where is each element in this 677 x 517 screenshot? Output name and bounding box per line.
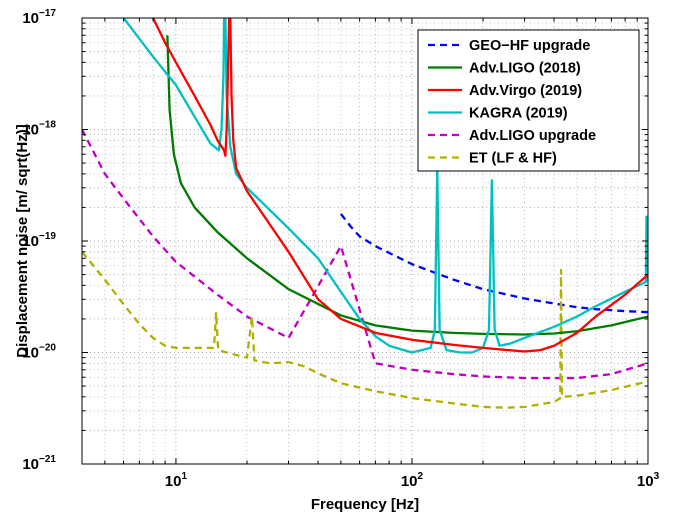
- legend-label-0: GEO−HF upgrade: [469, 38, 590, 54]
- y-tick-label: 10−19: [22, 231, 56, 250]
- x-tick-label: 103: [637, 471, 660, 490]
- legend-label-3: KAGRA (2019): [469, 106, 568, 122]
- legend-label-2: Adv.Virgo (2019): [469, 83, 582, 99]
- series-line-5: [82, 251, 648, 409]
- y-axis-title: Displacement noise [m/ sqrt(Hz)]: [14, 124, 31, 357]
- series-line-1: [166, 35, 648, 336]
- series-line-0: [340, 213, 648, 314]
- legend-label-5: ET (LF & HF): [469, 151, 557, 167]
- x-tick-label: 102: [401, 471, 424, 490]
- legend: GEO−HF upgrade Adv.LIGO (2018) Adv.Virgo (…: [417, 29, 640, 172]
- x-axis-title: Frequency [Hz]: [311, 496, 419, 513]
- series-line-4: [82, 128, 648, 380]
- series-line-3: [122, 18, 648, 354]
- y-tick-label: 10−17: [22, 8, 56, 27]
- x-tick-labels: 101 102 103: [165, 471, 660, 490]
- series-line-2: [152, 18, 648, 353]
- x-tick-label: 101: [165, 471, 188, 490]
- y-tick-label: 10−21: [22, 454, 56, 473]
- legend-box: [417, 29, 640, 172]
- y-tick-labels: 10−21 10−20 10−19 10−18 10−17: [22, 8, 56, 473]
- series-lines: [82, 18, 648, 409]
- y-tick-label: 10−20: [22, 343, 56, 362]
- legend-label-1: Adv.LIGO (2018): [469, 61, 581, 77]
- legend-label-4: Adv.LIGO upgrade: [469, 128, 596, 144]
- y-tick-label: 10−18: [22, 120, 56, 139]
- minor-ticks: [81, 17, 649, 465]
